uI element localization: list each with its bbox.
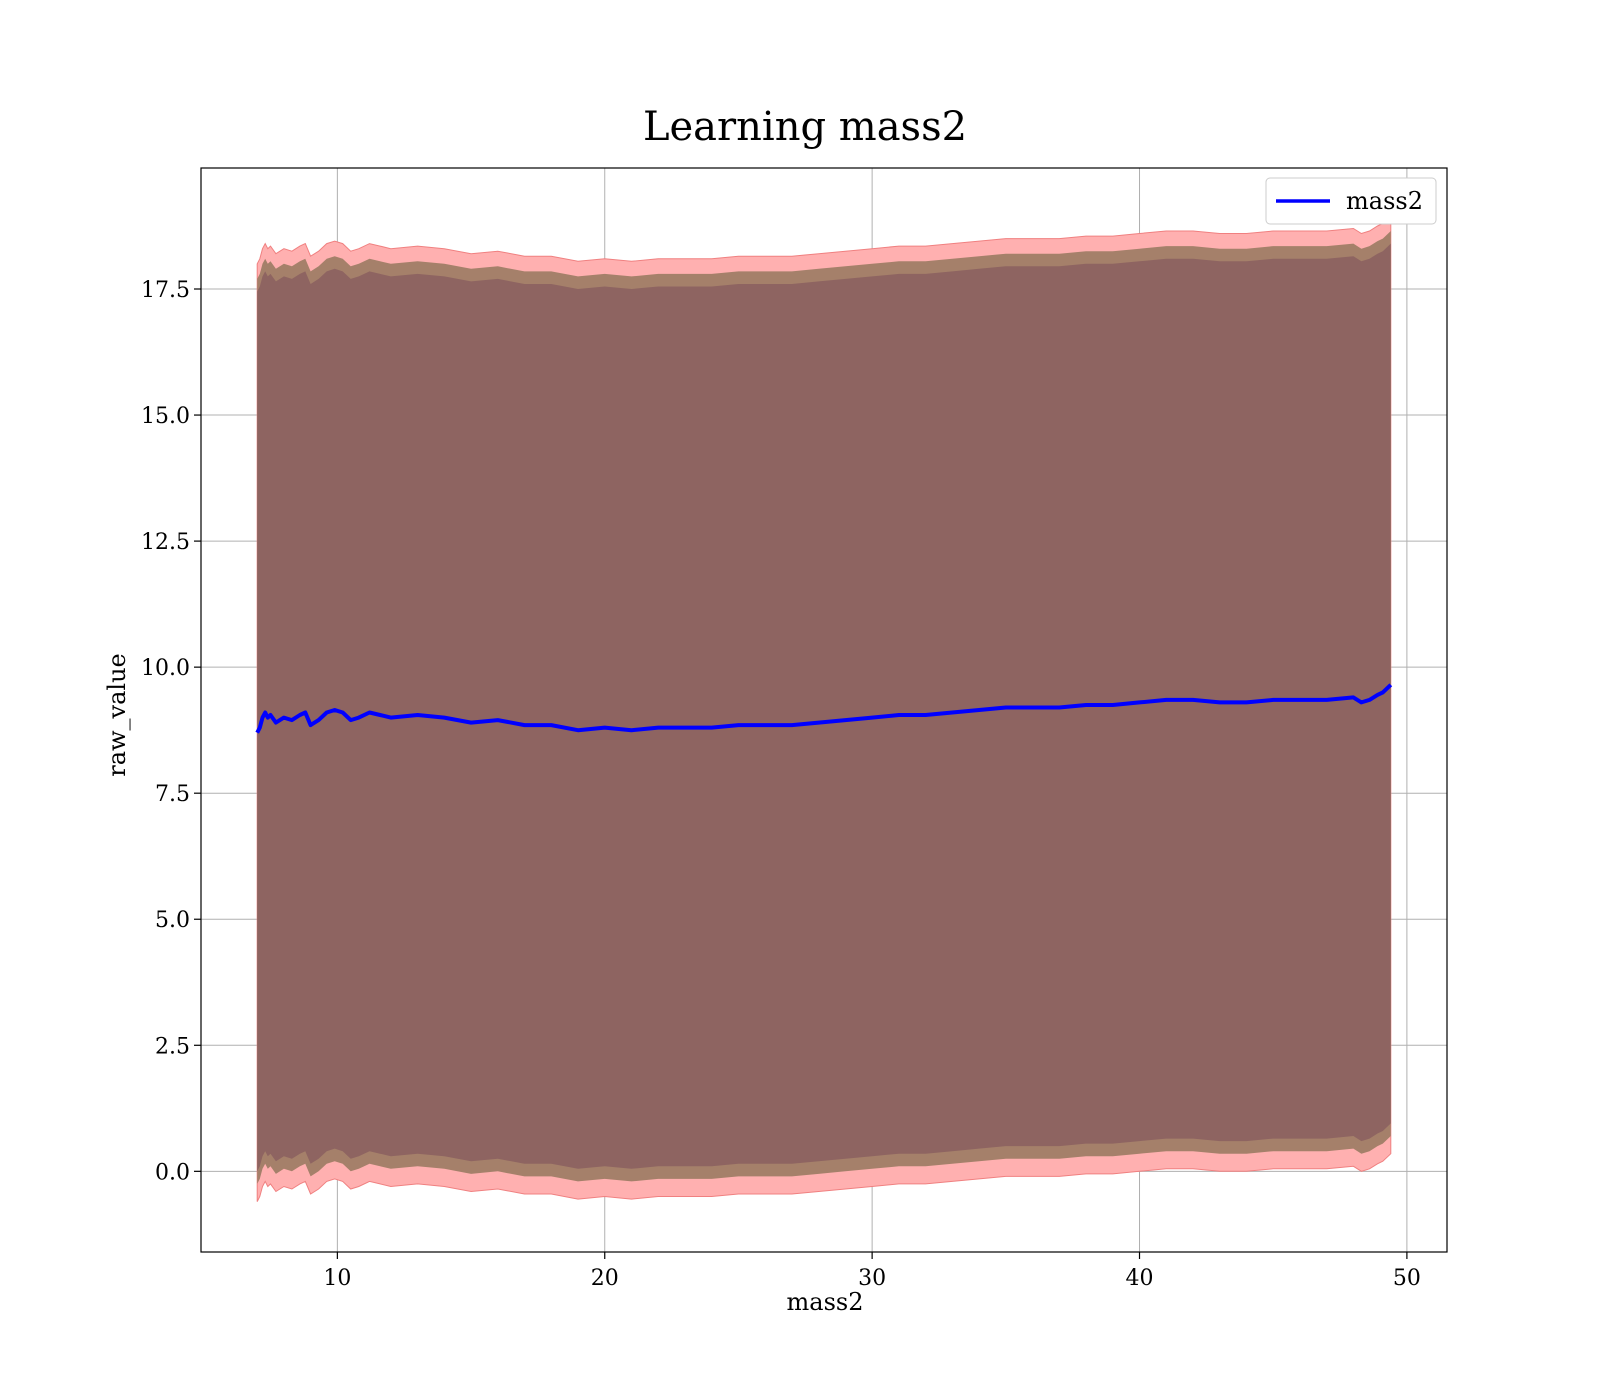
x-tick-label: 10 (323, 1266, 351, 1291)
legend-box (1265, 177, 1437, 225)
x-tick-label: 30 (858, 1266, 886, 1291)
y-tick-label: 0.0 (155, 1160, 190, 1185)
y-tick-label: 17.5 (141, 278, 190, 303)
uncertainty-bands (256, 214, 1392, 1202)
y-axis-ticks: 0.0 2.5 5.0 7.5 10.0 12.5 15.0 17.5 (141, 278, 201, 1185)
series-line-mass2 (255, 683, 1393, 734)
y-tick-label: 12.5 (141, 530, 190, 555)
y-tick-label: 2.5 (155, 1034, 190, 1059)
y-tick-label: 5.0 (155, 908, 190, 933)
legend-label: mass2 (1346, 187, 1423, 215)
x-axis-ticks: 10 20 30 40 50 (323, 1252, 1421, 1291)
plot-area-frame (200, 167, 1448, 1253)
y-axis-label: raw_value (103, 653, 131, 777)
x-tick-label: 40 (1126, 1266, 1154, 1291)
legend: mass2 (1265, 177, 1437, 225)
x-axis-label: mass2 (787, 1288, 864, 1316)
x-tick-label: 20 (591, 1266, 619, 1291)
x-tick-label: 50 (1393, 1266, 1421, 1291)
y-tick-label: 15.0 (141, 404, 190, 429)
series-lines (255, 683, 1393, 734)
y-tick-label: 10.0 (141, 656, 190, 681)
chart-title: Learning mass2 (643, 104, 967, 150)
inner-uncertainty-band (257, 243, 1391, 1172)
y-tick-label: 7.5 (155, 782, 190, 807)
